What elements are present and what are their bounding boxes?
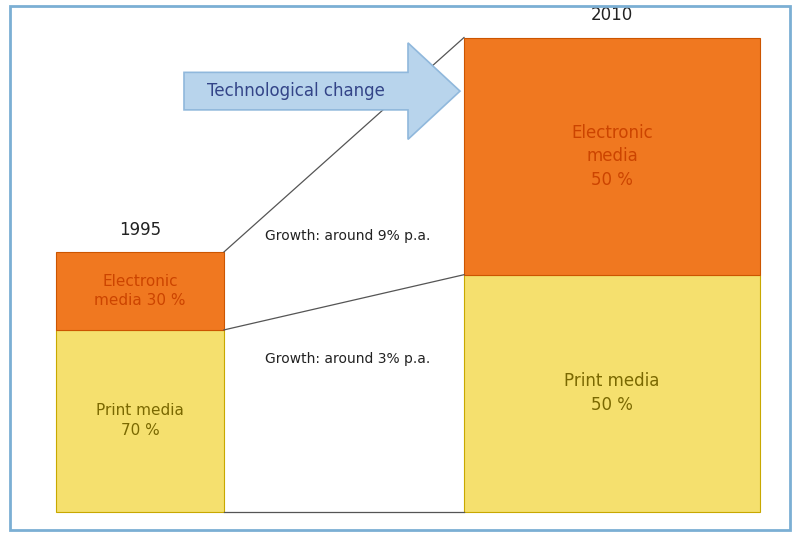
Polygon shape [184,43,460,139]
Text: 2010: 2010 [591,6,633,24]
Text: Electronic
media
50 %: Electronic media 50 % [571,123,653,189]
Text: Electronic
media 30 %: Electronic media 30 % [94,273,186,308]
Bar [464,274,760,512]
Text: Technological change: Technological change [207,82,385,100]
Text: Print media
70 %: Print media 70 % [96,404,184,438]
Bar [56,330,224,512]
Bar [464,38,760,274]
Text: Print media
50 %: Print media 50 % [564,373,660,414]
Text: Growth: around 9% p.a.: Growth: around 9% p.a. [266,229,430,243]
Text: 1995: 1995 [119,220,161,239]
Text: Growth: around 3% p.a.: Growth: around 3% p.a. [266,352,430,366]
Bar [56,252,224,330]
